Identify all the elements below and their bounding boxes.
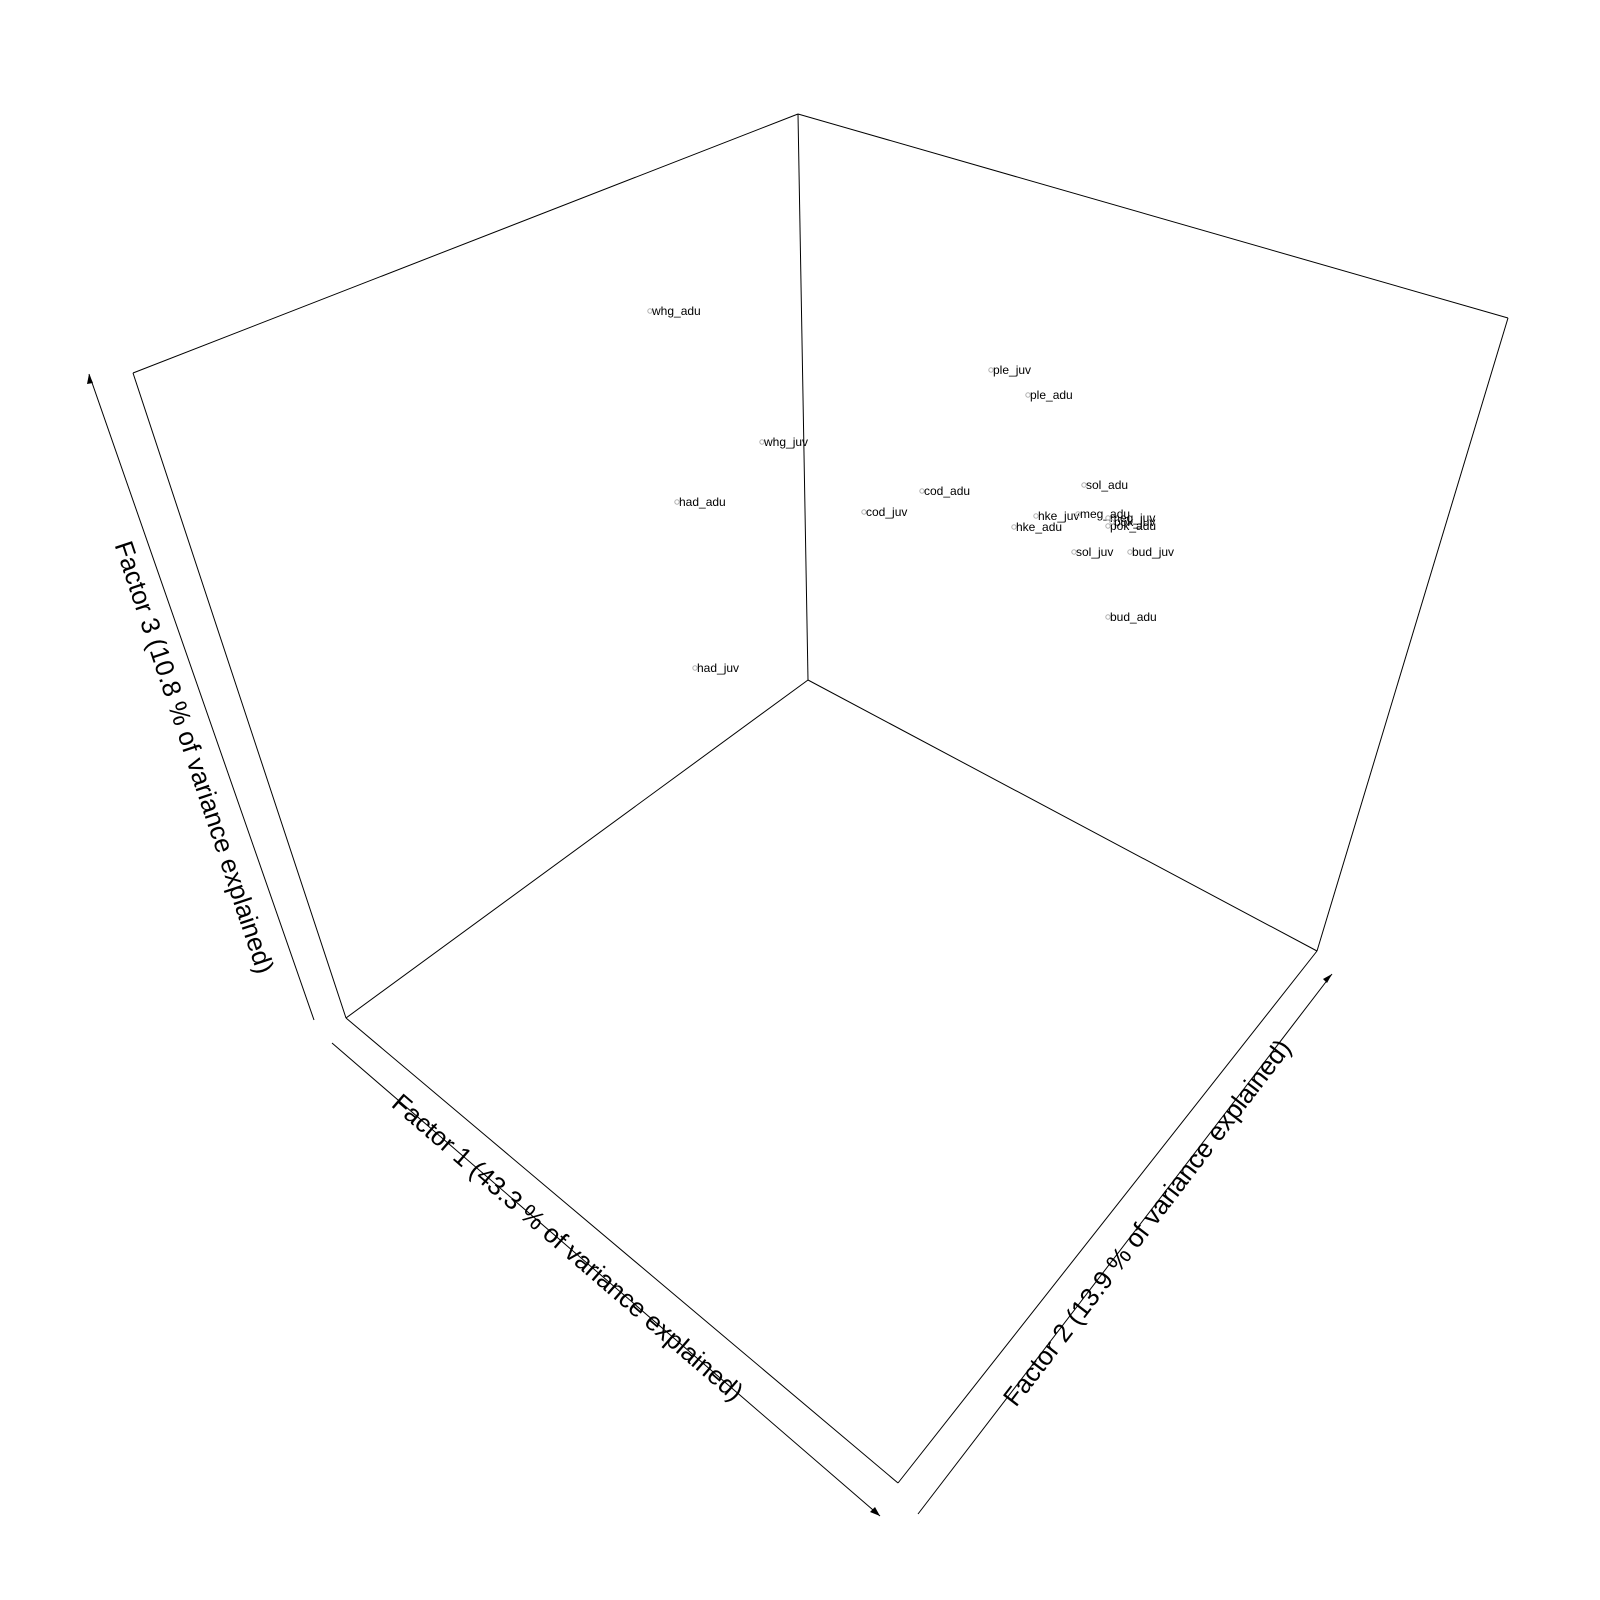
data-point-bud_adu: bud_adu <box>1106 610 1157 624</box>
box-edge-top-left <box>133 114 798 373</box>
box-edge-back-vertical <box>798 114 808 680</box>
data-point-pok_juv: pok_juv <box>1110 515 1156 529</box>
box-edge-floor-front-left <box>346 1018 898 1483</box>
data-point-whg_adu: whg_adu <box>648 304 701 318</box>
point-label: ple_adu <box>1030 388 1073 402</box>
data-points: whg_adu ple_juv ple_adu whg_juv had_adu cod_a… <box>648 304 1174 675</box>
x-axis-title: Factor 1 (43.3 % of variance explained) <box>386 1088 749 1407</box>
point-label: had_juv <box>697 661 739 675</box>
data-point-whg_juv: whg_juv <box>760 435 808 449</box>
box-edge-floor-right <box>808 680 1317 951</box>
point-label: hke_adu <box>1016 520 1062 534</box>
data-point-hke_adu: hke_adu <box>1012 520 1062 534</box>
data-point-sol_adu: sol_adu <box>1082 478 1128 492</box>
data-point-cod_adu: cod_adu <box>920 484 970 498</box>
box-edge-top-right <box>798 114 1508 318</box>
point-label: had_adu <box>679 495 726 509</box>
z-axis-arrow-line <box>89 374 314 1020</box>
data-point-ple_adu: ple_adu <box>1026 388 1073 402</box>
y-axis-title: Factor 2 (13.9 % of variance explained) <box>997 1033 1297 1411</box>
data-point-had_juv: had_juv <box>693 661 739 675</box>
point-label: cod_juv <box>866 505 907 519</box>
box-edge-right-vertical <box>1317 318 1508 951</box>
data-point-sol_juv: sol_juv <box>1072 545 1114 559</box>
box-edge-floor-front-right <box>898 951 1317 1483</box>
point-label: cod_adu <box>924 484 970 498</box>
plot-box <box>133 114 1508 1483</box>
data-point-ple_juv: ple_juv <box>989 363 1031 377</box>
point-label: sol_juv <box>1076 545 1113 559</box>
point-label: whg_adu <box>651 304 701 318</box>
z-axis-title: Factor 3 (10.8 % of variance explained) <box>109 537 281 977</box>
point-label: bud_juv <box>1132 545 1174 559</box>
point-label: sol_adu <box>1086 478 1128 492</box>
y-axis-arrowhead <box>1323 974 1332 983</box>
point-label: bud_adu <box>1110 610 1157 624</box>
data-point-had_adu: had_adu <box>675 495 726 509</box>
data-point-cod_juv: cod_juv <box>862 505 908 519</box>
box-edge-floor-left <box>346 680 808 1018</box>
data-point-bud_juv: bud_juv <box>1128 545 1174 559</box>
point-label: ple_juv <box>993 363 1031 377</box>
point-label: whg_juv <box>763 435 808 449</box>
point-label: pok_juv <box>1114 515 1155 529</box>
